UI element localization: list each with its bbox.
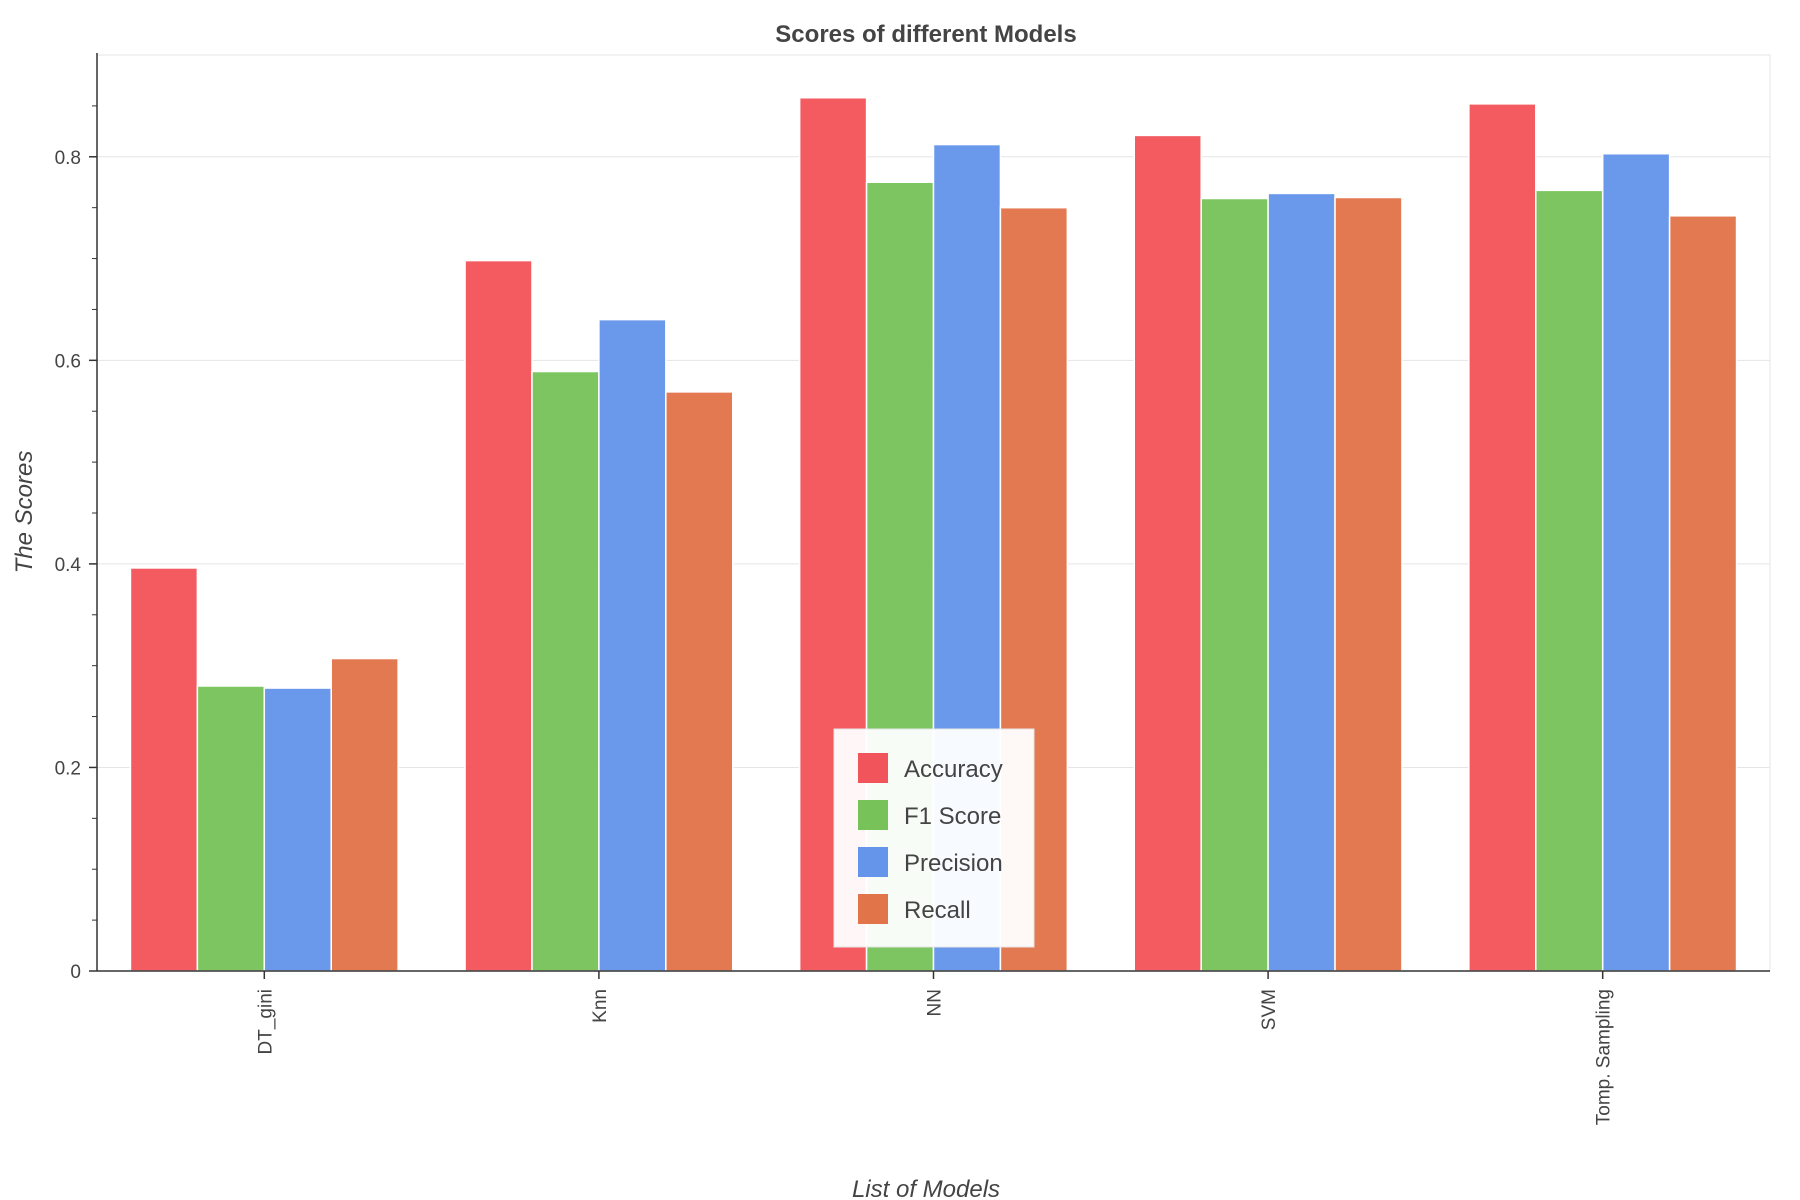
- x-tick-labels: DT_gini Knn NN SVM Tomp. Sampling: [255, 989, 1614, 1125]
- legend-label-precision: Precision: [904, 850, 1003, 877]
- bar-accuracy-knn: [464, 259, 533, 972]
- legend-swatch-precision: [858, 847, 888, 877]
- bar-f1-score-svm: [1200, 197, 1269, 972]
- x-tick-label: Knn: [590, 989, 611, 1023]
- y-tick-labels: 0 0.2 0.4 0.6 0.8: [55, 148, 82, 983]
- y-tick-label: 0.2: [55, 758, 81, 779]
- bar-accuracy-tomp-sampling: [1468, 103, 1537, 972]
- x-tick-label: NN: [925, 989, 946, 1016]
- legend-swatch-accuracy: [858, 753, 888, 783]
- bar-accuracy-svm: [1133, 134, 1202, 972]
- bars: [129, 96, 1738, 972]
- bar-precision-svm: [1267, 192, 1336, 972]
- bar-precision-tomp-sampling: [1601, 152, 1671, 972]
- y-axis-label: The Scores: [11, 451, 38, 574]
- bar-f1-score-dt-gini: [196, 685, 266, 972]
- y-tick-label: 0.4: [55, 555, 82, 576]
- x-tick-label: DT_gini: [255, 989, 276, 1054]
- chart-title: Scores of different Models: [775, 21, 1076, 48]
- y-tick-label: 0.6: [55, 351, 81, 372]
- legend: Accuracy F1 Score Precision Recall: [833, 728, 1035, 948]
- y-tick-label: 0.8: [55, 148, 81, 169]
- bar-recall-svm: [1334, 196, 1403, 972]
- y-tick-label: 0: [70, 962, 81, 983]
- legend-swatch-recall: [858, 894, 888, 924]
- bar-precision-dt-gini: [263, 687, 332, 972]
- legend-label-accuracy: Accuracy: [904, 756, 1003, 783]
- x-axis-label: List of Models: [852, 1176, 1000, 1200]
- bar-recall-knn: [665, 391, 734, 972]
- legend-swatch-f1-score: [858, 800, 888, 830]
- bar-f1-score-knn: [531, 370, 600, 972]
- bar-accuracy-dt-gini: [129, 567, 199, 972]
- bar-precision-knn: [598, 318, 667, 972]
- bar-f1-score-tomp-sampling: [1535, 189, 1604, 972]
- bar-recall-tomp-sampling: [1668, 215, 1738, 972]
- x-tick-label: SVM: [1259, 989, 1280, 1030]
- x-tick-label: Tomp. Sampling: [1594, 989, 1615, 1125]
- bar-recall-dt-gini: [330, 657, 399, 972]
- legend-label-f1-score: F1 Score: [904, 803, 1001, 830]
- legend-label-recall: Recall: [904, 897, 971, 924]
- axes: [89, 53, 1770, 979]
